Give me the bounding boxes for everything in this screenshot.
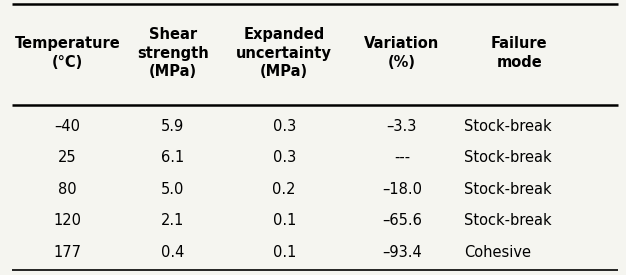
Text: 0.3: 0.3 [272, 119, 296, 134]
Text: 5.9: 5.9 [162, 119, 185, 134]
Text: Stock-break: Stock-break [464, 119, 552, 134]
Text: Cohesive: Cohesive [464, 245, 531, 260]
Text: 2.1: 2.1 [161, 213, 185, 228]
Text: Shear
strength
(MPa): Shear strength (MPa) [137, 27, 208, 79]
Text: 80: 80 [58, 182, 77, 197]
Text: 25: 25 [58, 150, 77, 165]
Text: Failure
mode: Failure mode [491, 36, 548, 70]
Text: 0.4: 0.4 [161, 245, 185, 260]
Text: Expanded
uncertainty
(MPa): Expanded uncertainty (MPa) [236, 27, 332, 79]
Text: 6.1: 6.1 [162, 150, 185, 165]
Text: Variation
(%): Variation (%) [364, 36, 439, 70]
Text: –40: –40 [54, 119, 81, 134]
Text: 120: 120 [54, 213, 81, 228]
Text: Stock-break: Stock-break [464, 213, 552, 228]
Text: Stock-break: Stock-break [464, 182, 552, 197]
Text: –3.3: –3.3 [387, 119, 417, 134]
Text: 0.2: 0.2 [272, 182, 296, 197]
Text: –93.4: –93.4 [382, 245, 422, 260]
Text: –65.6: –65.6 [382, 213, 422, 228]
Text: ---: --- [394, 150, 410, 165]
Text: 5.0: 5.0 [161, 182, 185, 197]
Text: 0.1: 0.1 [272, 245, 296, 260]
Text: Stock-break: Stock-break [464, 150, 552, 165]
Text: –18.0: –18.0 [382, 182, 422, 197]
Text: 0.3: 0.3 [272, 150, 296, 165]
Text: 177: 177 [54, 245, 81, 260]
Text: Temperature
(°C): Temperature (°C) [15, 36, 121, 70]
Text: 0.1: 0.1 [272, 213, 296, 228]
